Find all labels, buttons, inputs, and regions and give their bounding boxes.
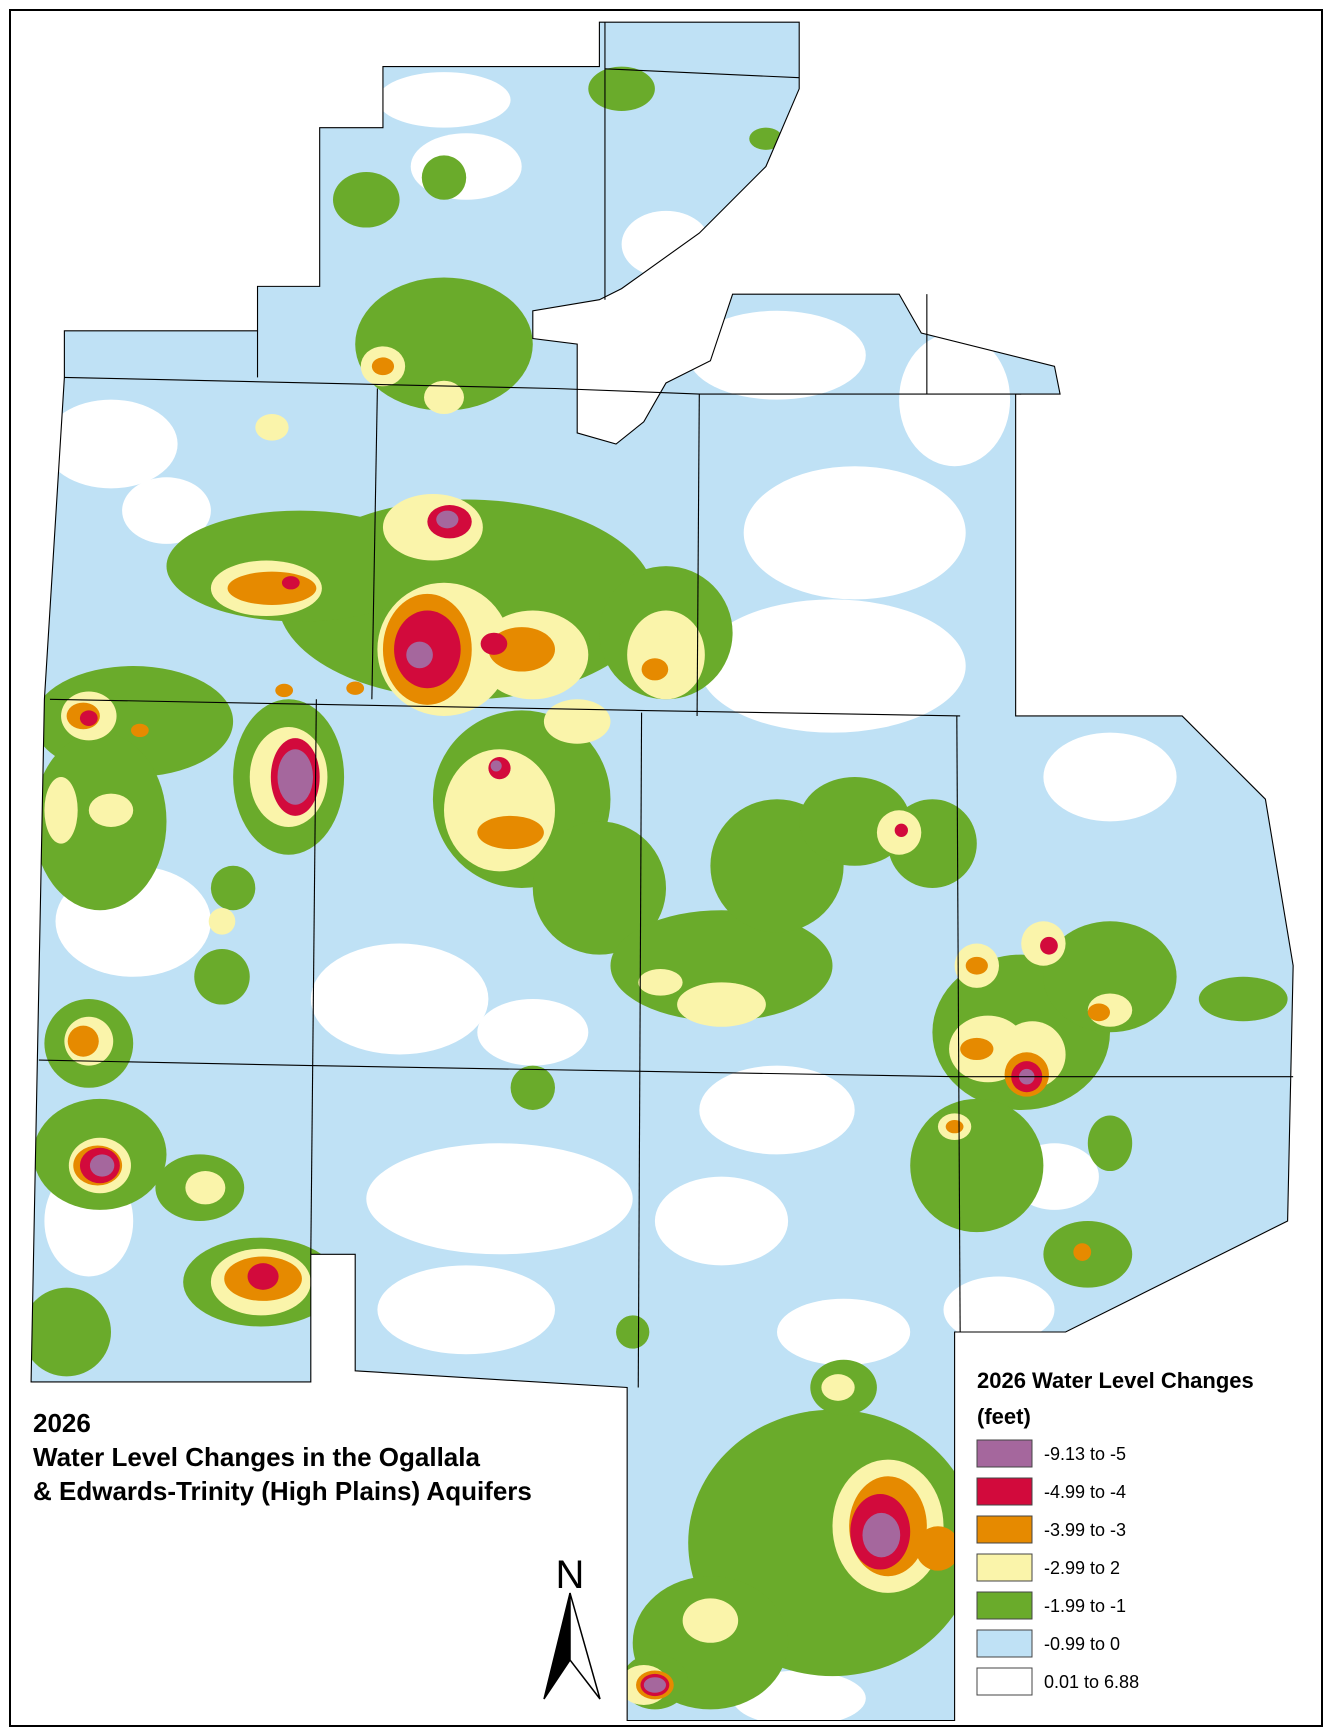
zones-positive: [44, 72, 1177, 1721]
legend-label: -9.13 to -5: [1044, 1444, 1126, 1464]
zone: [777, 1298, 911, 1366]
zone: [67, 1025, 99, 1057]
zone: [255, 414, 289, 441]
zone: [532, 821, 666, 955]
zone: [371, 357, 395, 376]
zone: [310, 943, 489, 1055]
zone: [588, 66, 655, 111]
legend-swatch: [976, 1515, 1033, 1544]
zone: [1040, 936, 1058, 955]
zone: [424, 380, 464, 415]
zone: [1043, 732, 1177, 822]
zone: [477, 999, 589, 1066]
zone: [79, 710, 98, 726]
zone: [894, 823, 908, 837]
zone: [638, 969, 683, 996]
zone: [421, 155, 467, 200]
zone: [945, 1119, 964, 1134]
zone: [965, 956, 988, 975]
zone: [743, 466, 966, 600]
arrow-right: [569, 1592, 601, 1700]
zone: [862, 1512, 901, 1558]
zone: [477, 815, 544, 850]
zone: [436, 510, 459, 529]
zone: [277, 749, 314, 805]
zone: [699, 599, 966, 733]
zone: [130, 723, 149, 738]
zone: [943, 1276, 1055, 1344]
zone: [682, 1598, 739, 1643]
zones-minus-5: [89, 510, 1035, 1693]
legend-title: 2026 Water Level Changes: [977, 1368, 1254, 1393]
zone: [627, 610, 705, 700]
legend-unit: (feet): [977, 1404, 1031, 1429]
zone: [377, 72, 511, 128]
zone: [480, 632, 508, 655]
zone: [346, 681, 365, 695]
north-label: N: [556, 1553, 585, 1597]
zone: [1043, 921, 1177, 1033]
zone: [821, 1374, 855, 1401]
legend-label: -4.99 to -4: [1044, 1482, 1126, 1502]
zone: [688, 310, 866, 400]
zone: [899, 333, 1011, 467]
zone: [641, 658, 669, 681]
zone: [275, 683, 294, 698]
county-lines: [30, 21, 1294, 1722]
zone: [377, 1265, 555, 1355]
zone: [122, 477, 211, 544]
legend-swatch: [976, 1553, 1033, 1582]
legend-label: -2.99 to 2: [1044, 1558, 1120, 1578]
zone: [1087, 1003, 1110, 1022]
zone: [960, 1037, 994, 1061]
zone: [1073, 1243, 1092, 1261]
zone: [543, 699, 611, 744]
legend-swatch: [976, 1629, 1033, 1658]
zone: [44, 399, 178, 489]
zone: [31, 1287, 112, 1377]
map-title: 2026 Water Level Changes in the Ogallala…: [33, 1408, 532, 1506]
legend-label: 0.01 to 6.88: [1044, 1672, 1139, 1692]
legend-swatch: [976, 1439, 1033, 1468]
zone: [1198, 976, 1288, 1022]
legend-label: -0.99 to 0: [1044, 1634, 1120, 1654]
north-arrow: N: [543, 1553, 601, 1700]
zone: [44, 777, 78, 844]
zone: [89, 1154, 115, 1177]
title-line: 2026: [33, 1408, 91, 1438]
zone: [88, 793, 134, 827]
zone: [616, 1315, 650, 1349]
zone: [510, 1065, 555, 1110]
legend-items: -9.13 to -5 -4.99 to -4 -3.99 to -3 -2.99 t…: [976, 1439, 1139, 1696]
zone: [1087, 1115, 1133, 1172]
title-line: & Edwards-Trinity (High Plains) Aquifers: [33, 1476, 532, 1506]
zone: [910, 1098, 1044, 1233]
zone: [366, 1143, 633, 1255]
legend: 2026 Water Level Changes (feet) -9.13 to…: [962, 1362, 1312, 1719]
zone: [406, 641, 433, 669]
zone: [333, 172, 400, 228]
zone: [643, 1677, 666, 1693]
zone: [185, 1171, 226, 1205]
zone: [208, 907, 236, 935]
zone: [654, 1176, 789, 1266]
legend-swatch: [976, 1477, 1033, 1506]
zone: [490, 760, 502, 772]
zone: [210, 865, 256, 911]
title-line: Water Level Changes in the Ogallala: [33, 1442, 480, 1472]
legend-swatch: [976, 1591, 1033, 1620]
zone: [227, 571, 317, 605]
zone: [194, 949, 250, 1005]
zone: [281, 576, 300, 590]
zone: [677, 982, 766, 1027]
zone: [915, 1526, 961, 1571]
zone: [247, 1263, 279, 1290]
legend-swatch: [976, 1667, 1033, 1696]
legend-label: -3.99 to -3: [1044, 1520, 1126, 1540]
zone: [749, 127, 783, 150]
zone: [699, 1065, 855, 1155]
legend-label: -1.99 to -1: [1044, 1596, 1126, 1616]
